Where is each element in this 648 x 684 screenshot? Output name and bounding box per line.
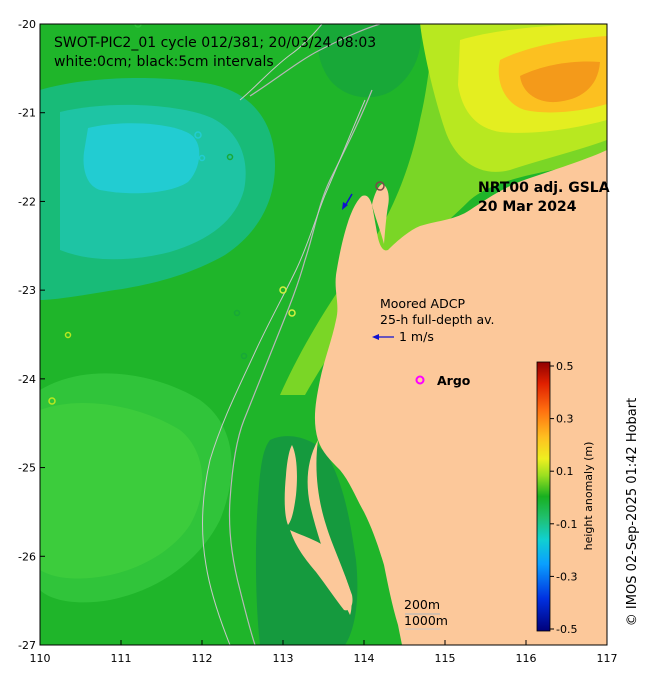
y-tick-label: -25: [18, 462, 36, 475]
colorbar-tick-label: -0.3: [556, 570, 577, 583]
dirk-hartog-island: [284, 445, 297, 525]
product-date: 20 Mar 2024: [478, 199, 577, 215]
isobath-200m-label: 200m: [404, 597, 440, 612]
adcp-velocity-arrow-icon: [342, 193, 353, 210]
isobath-1000m-line: [202, 24, 366, 645]
map-subtitle: white:0cm; black:5cm intervals: [54, 54, 274, 70]
x-tick-label: 111: [111, 652, 132, 665]
colorbar-tick-label: -0.1: [556, 518, 577, 531]
x-axis: 110 111 112 113 114 115 116 117: [30, 640, 618, 665]
x-tick-label: 115: [435, 652, 456, 665]
observation-dots: [48, 24, 296, 405]
isobath-1000m-label: 1000m: [404, 613, 448, 628]
colorbar-tick-label: 0.5: [556, 360, 574, 373]
gsla-field: [40, 24, 607, 645]
adcp-label-line2: 25-h full-depth av.: [380, 312, 495, 327]
colorbar: 0.5 0.3 0.1 -0.1 -0.3 -0.5 height anomaly (m): [536, 360, 595, 636]
y-tick-label: -22: [18, 195, 36, 208]
product-name: NRT00 adj. GSLA: [478, 180, 610, 196]
colorbar-label: height anomaly (m): [582, 442, 595, 551]
y-tick-label: -23: [18, 284, 36, 297]
adcp-scale-arrow-icon: [372, 334, 394, 340]
x-tick-label: 110: [30, 652, 51, 665]
x-tick-label: 116: [516, 652, 537, 665]
x-tick-label: 117: [597, 652, 618, 665]
y-tick-label: -21: [18, 107, 36, 120]
isobath-200m-line: [228, 24, 381, 645]
argo-marker-icon: [415, 375, 425, 385]
y-tick-label: -26: [18, 550, 36, 563]
adcp-label-line1: Moored ADCP: [380, 296, 465, 311]
western-australia-land: [314, 150, 607, 645]
adcp-site-marker-icon: [375, 181, 385, 191]
y-axis: -20 -21 -22 -23 -24 -25 -26 -27: [18, 18, 45, 652]
colorbar-tick-label: 0.1: [556, 465, 574, 478]
y-tick-label: -27: [18, 639, 36, 652]
map-title: SWOT-PIC2_01 cycle 012/381; 20/03/24 08:…: [54, 35, 376, 51]
north-west-cape: [372, 184, 389, 244]
argo-label: Argo: [437, 373, 471, 388]
colorbar-ramp: [536, 361, 551, 632]
colorbar-tick-label: -0.5: [556, 623, 577, 636]
x-tick-label: 114: [354, 652, 375, 665]
y-tick-label: -20: [18, 18, 36, 31]
colorbar-tick-label: 0.3: [556, 413, 574, 426]
bernier-island: [290, 530, 353, 611]
x-tick-label: 112: [192, 652, 213, 665]
credit-text: © IMOS 02-Sep-2025 01:42 Hobart: [625, 398, 640, 626]
adcp-scale-label: 1 m/s: [399, 329, 434, 344]
y-tick-label: -24: [18, 373, 36, 386]
map-frame: [39, 23, 608, 646]
x-tick-label: 113: [273, 652, 294, 665]
